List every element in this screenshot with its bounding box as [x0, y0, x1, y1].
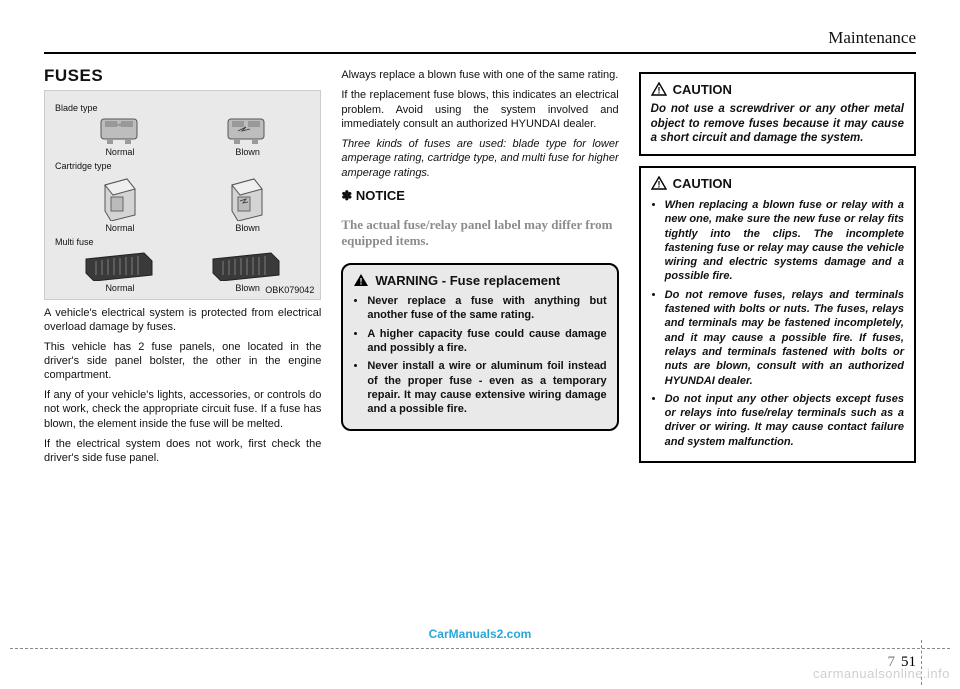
caution2-title: CAUTION [673, 176, 732, 192]
warning-item-0: Never replace a fuse with anything but a… [367, 294, 606, 323]
fig-label-cartridge: Cartridge type [55, 161, 310, 171]
caution2-list: When replacing a blown fuse or relay wit… [651, 198, 904, 449]
multi-fuse-blown-icon [209, 251, 283, 281]
cap-blown: Blown [235, 147, 260, 157]
col1-para-0: A vehicle's electrical system is protect… [44, 306, 321, 334]
cap-normal-2: Normal [105, 223, 134, 233]
notice-body: The actual fuse/relay panel label may di… [341, 217, 618, 250]
caution1-body: Do not use a screwdriver or any other me… [651, 102, 904, 147]
caution2-item-2: Do not input any other objects except fu… [665, 392, 904, 449]
warning-title: WARNING - Fuse replacement [375, 273, 560, 289]
column-left: FUSES Blade type 10 [44, 62, 321, 643]
fig-label-multi: Multi fuse [55, 237, 310, 247]
section-title: FUSES [44, 66, 321, 86]
col1-para-1: This vehicle has 2 fuse panels, one loca… [44, 340, 321, 382]
watermark: CarManuals2.com [0, 627, 960, 641]
page: Maintenance FUSES Blade type 10 [0, 0, 960, 689]
cap-normal-3: Normal [105, 283, 134, 293]
svg-text:10: 10 [117, 122, 122, 127]
col1-para-3: If the electrical system does not work, … [44, 437, 321, 465]
header-section: Maintenance [828, 28, 916, 48]
content-columns: FUSES Blade type 10 [44, 62, 916, 643]
caution1-triangle-icon: ! [651, 82, 667, 96]
col1-para-2: If any of your vehicle's lights, accesso… [44, 388, 321, 430]
svg-text:!: ! [657, 86, 660, 96]
caution1-title: CAUTION [673, 82, 732, 98]
header-rule [44, 52, 916, 54]
warning-title-row: ! WARNING - Fuse replacement [353, 273, 606, 289]
svg-text:!: ! [657, 180, 660, 190]
fig-label-blade: Blade type [55, 103, 310, 113]
fig-row-cartridge [55, 175, 310, 221]
cap-normal: Normal [105, 147, 134, 157]
cap-blown-3: Blown [235, 283, 260, 293]
fuse-figure: Blade type 10 [44, 90, 321, 300]
fig-cap-blade: Normal Blown [55, 147, 310, 157]
col2-para-1: If the replacement fuse blows, this indi… [341, 88, 618, 131]
caution2-item-1: Do not remove fuses, relays and terminal… [665, 288, 904, 388]
caution2-title-row: ! CAUTION [651, 176, 904, 192]
fig-row-multi [55, 251, 310, 281]
caution2-item-0: When replacing a blown fuse or relay wit… [665, 198, 904, 284]
footer-watermark: carmanualsonline.info [813, 666, 950, 681]
figure-code: OBK079042 [265, 285, 314, 295]
caution-callout-2: ! CAUTION When replacing a blown fuse or… [639, 166, 916, 463]
cartridge-fuse-blown-icon [224, 175, 268, 221]
warning-list: Never replace a fuse with anything but a… [353, 294, 606, 416]
svg-text:!: ! [360, 276, 363, 286]
col2-para-0: Always replace a blown fuse with one of … [341, 68, 618, 82]
warning-triangle-icon: ! [353, 273, 369, 287]
cap-blown-2: Blown [235, 223, 260, 233]
column-right: ! CAUTION Do not use a screwdriver or an… [639, 62, 916, 643]
notice-heading: ✽ NOTICE [341, 188, 618, 204]
warning-item-1: A higher capacity fuse could cause damag… [367, 327, 606, 356]
fig-row-blade: 10 [55, 117, 310, 145]
cartridge-fuse-normal-icon [97, 175, 141, 221]
crop-mark-bottom [10, 648, 950, 649]
caution1-title-row: ! CAUTION [651, 82, 904, 98]
caution-callout-1: ! CAUTION Do not use a screwdriver or an… [639, 72, 916, 156]
blade-fuse-normal-icon: 10 [95, 117, 143, 145]
column-middle: Always replace a blown fuse with one of … [341, 62, 618, 643]
caution2-triangle-icon: ! [651, 176, 667, 190]
col2-italic: Three kinds of fuses are used: blade typ… [341, 137, 618, 180]
warning-item-2: Never install a wire or aluminum foil in… [367, 359, 606, 416]
multi-fuse-normal-icon [82, 251, 156, 281]
blade-fuse-blown-icon [222, 117, 270, 145]
fig-cap-cartridge: Normal Blown [55, 223, 310, 233]
warning-callout: ! WARNING - Fuse replacement Never repla… [341, 263, 618, 431]
